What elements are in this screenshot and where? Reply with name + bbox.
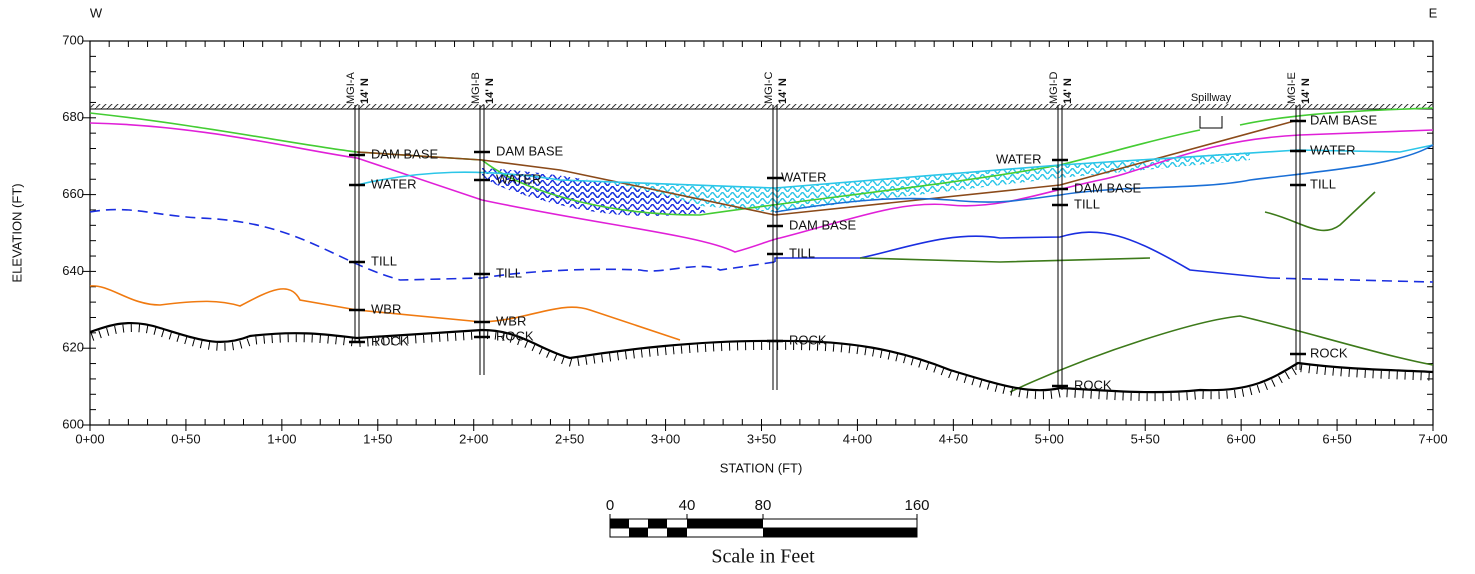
boring-name: MGI-B [470, 72, 482, 104]
y-tick-label: 700 [62, 32, 84, 47]
scale-cell [629, 528, 648, 537]
corner-west: W [90, 5, 103, 20]
scale-caption: Scale in Feet [711, 546, 815, 568]
boring-label: WATER [1310, 142, 1356, 157]
orange-line [89, 285, 681, 341]
olive-line [1009, 315, 1434, 393]
scale-tick-label: 160 [904, 497, 929, 514]
rock-hatch [90, 324, 1436, 402]
boring-label: ROCK [1074, 377, 1112, 392]
y-tick-label: 660 [62, 186, 84, 201]
green-line [89, 112, 1201, 216]
boring-label: TILL [496, 265, 522, 280]
rock-line [89, 321, 1434, 394]
boring-offset: 14' N [1300, 78, 1312, 104]
boring-label: TILL [1310, 176, 1336, 191]
scale-tick-label: 40 [679, 497, 696, 514]
blue-solid-line [774, 231, 1271, 279]
boring-name: MGI-D [1048, 72, 1060, 104]
y-tick-label: 680 [62, 109, 84, 124]
scale-cell [648, 519, 667, 528]
magenta-line [89, 122, 1434, 253]
scale-tick-label: 80 [755, 497, 772, 514]
olive-line [859, 257, 1151, 263]
boring-label: TILL [371, 253, 397, 268]
x-tick-label: 2+00 [459, 431, 488, 446]
y-tick-label: 600 [62, 416, 84, 431]
y-tick-label: 620 [62, 340, 84, 355]
boring-label: WBR [371, 301, 401, 316]
scale-cell [763, 528, 917, 537]
scale-tick-label: 0 [606, 497, 614, 514]
boring-label: WATER [496, 171, 542, 186]
boring-label: DAM BASE [371, 146, 439, 161]
boring-offset: 14' N [359, 78, 371, 104]
frame [89, 40, 1434, 426]
boring-label: WATER [996, 151, 1042, 166]
green-line [1239, 107, 1434, 126]
water-zone-deep [482, 168, 710, 216]
boring-label: ROCK [371, 333, 409, 348]
boring-offset: 14' N [1062, 78, 1074, 104]
brown-line [356, 119, 1299, 216]
y-axis-title: ELEVATION (FT) [9, 183, 24, 282]
boring-label: ROCK [496, 328, 534, 343]
x-tick-label: 6+50 [1322, 431, 1351, 446]
scale-bar: Scale in Feet 0 40 80 160 [606, 497, 930, 568]
x-tick-label: 4+00 [843, 431, 872, 446]
x-tick-label: 1+00 [267, 431, 296, 446]
x-tick-label: 0+00 [75, 431, 104, 446]
cyan-line [356, 144, 1434, 189]
boring-name: MGI-C [763, 72, 775, 104]
olive-line [1264, 191, 1376, 232]
blue-line [774, 144, 1434, 213]
x-tick-label: 0+50 [171, 431, 200, 446]
boring-label: DAM BASE [1310, 112, 1378, 127]
boring-label: TILL [1074, 196, 1100, 211]
boring-label: ROCK [789, 332, 827, 347]
boring-label: WATER [371, 176, 417, 191]
scale-cell [667, 528, 687, 537]
x-tick-label: 3+50 [747, 431, 776, 446]
boring-label: TILL [789, 245, 815, 260]
spillway-box [1199, 116, 1223, 129]
scale-cell [610, 519, 629, 528]
boring-label: WBR [496, 313, 526, 328]
ground-hatch [90, 104, 1433, 109]
boring-offset: 14' N [777, 78, 789, 104]
boring-label: DAM BASE [1074, 180, 1142, 195]
x-axis-title: STATION (FT) [720, 460, 803, 475]
water-zone [560, 152, 1250, 212]
x-tick-label: 2+50 [555, 431, 584, 446]
corner-east: E [1429, 5, 1438, 20]
boring-label: ROCK [1310, 345, 1348, 360]
x-tick-label: 1+50 [363, 431, 392, 446]
dashed-line [1269, 277, 1434, 283]
dashed-line [89, 208, 776, 281]
x-tick-label: 6+00 [1226, 431, 1255, 446]
spillway-label: Spillway [1191, 92, 1232, 104]
axis-ticks [82, 40, 1434, 431]
layers [89, 107, 1434, 393]
scale-cell [687, 519, 763, 528]
x-tick-label: 4+50 [939, 431, 968, 446]
boring-label: WATER [781, 169, 827, 184]
x-tick-label: 7+00 [1418, 431, 1447, 446]
boring-name: MGI-A [345, 72, 357, 104]
boring-label: DAM BASE [789, 217, 857, 232]
x-tick-label: 5+50 [1131, 431, 1160, 446]
y-tick-label: 640 [62, 263, 84, 278]
x-tick-label: 3+00 [651, 431, 680, 446]
x-tick-label: 5+00 [1035, 431, 1064, 446]
boring-offset: 14' N [484, 78, 496, 104]
boring-label: DAM BASE [496, 143, 564, 158]
boring-name: MGI-E [1286, 72, 1298, 104]
